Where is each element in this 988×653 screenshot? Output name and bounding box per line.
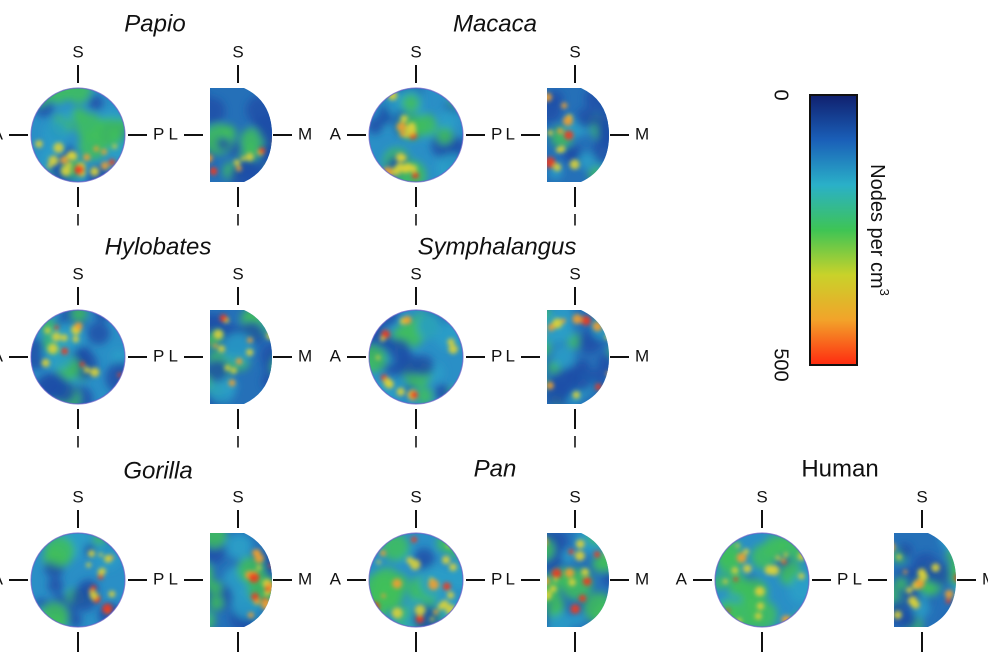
panel-title: Gorilla [123, 457, 192, 484]
axis-label-medial: M [635, 569, 649, 588]
axis-label-superior: S [756, 487, 767, 506]
axis-label-inferior: I [76, 210, 81, 229]
axis-label-lateral: L [169, 569, 178, 588]
orientation-axes [184, 510, 292, 652]
orientation-axes [347, 65, 485, 207]
axis-label-anterior: A [330, 346, 342, 365]
axis-label-posterior: P [837, 569, 848, 588]
axis-label-posterior: P [153, 346, 164, 365]
sagittal-heatmap [368, 87, 464, 183]
axis-label-medial: M [298, 124, 312, 143]
panel-symphalangus: Symphalangus S I A P S I L M [330, 233, 650, 451]
orientation-axes [521, 510, 629, 652]
panel-pan: PanSIAPSILM [330, 455, 649, 652]
sagittal-heatmap [368, 532, 464, 628]
axis-label-inferior: I [573, 432, 578, 451]
axis-label-lateral: L [853, 569, 862, 588]
orientation-axes [9, 510, 147, 652]
orientation-axes [693, 510, 831, 652]
orientation-axes [9, 65, 147, 207]
axis-label-posterior: P [153, 569, 164, 588]
colorbar: 0 500 Nodes per cm3 [770, 89, 892, 381]
coronal-heatmap [210, 310, 272, 404]
coronal-heatmap [547, 310, 609, 404]
axis-label-medial: M [635, 346, 649, 365]
colorbar-title-base: Nodes per cm [866, 164, 888, 289]
axis-label-superior: S [916, 487, 927, 506]
axis-label-inferior: I [573, 210, 578, 229]
panel-macaca: Macaca S I A P S I L M [330, 10, 650, 229]
panel-gorilla: GorillaSIAPSILM [0, 457, 312, 652]
orientation-axes [9, 287, 147, 429]
axis-label-inferior: I [236, 210, 241, 229]
axis-label-anterior: A [0, 124, 4, 143]
sagittal-heatmap [30, 87, 126, 183]
axis-label-superior: S [72, 487, 83, 506]
axis-label-superior: S [232, 264, 243, 283]
axis-label-medial: M [298, 346, 312, 365]
axis-label-inferior: I [236, 432, 241, 451]
orientation-axes [347, 510, 485, 652]
panel-title: Macaca [453, 10, 537, 37]
panel-human: HumanSIAPSILM [676, 455, 988, 652]
axis-label-superior: S [72, 264, 83, 283]
axis-label-superior: S [569, 487, 580, 506]
axis-label-posterior: P [491, 346, 502, 365]
panels-layer: PapioSIAPSILMMacacaSIAPSILMHylobatesSIAP… [0, 10, 988, 652]
axis-label-anterior: A [0, 346, 4, 365]
sagittal-heatmap [368, 309, 464, 405]
axis-label-superior: S [410, 487, 421, 506]
axis-label-lateral: L [506, 124, 515, 143]
colorbar-title: Nodes per cm3 [866, 164, 892, 296]
axis-label-lateral: L [169, 124, 178, 143]
axis-label-posterior: P [491, 124, 502, 143]
axis-label-medial: M [982, 569, 988, 588]
axis-label-anterior: A [676, 569, 688, 588]
panel-hylobates: Hylobates S I A P S I L M [0, 233, 312, 451]
axis-label-medial: M [298, 569, 312, 588]
axis-label-lateral: L [169, 346, 178, 365]
panel-title: Pan [474, 455, 517, 482]
axis-label-posterior: P [153, 124, 164, 143]
coronal-heatmap [210, 533, 272, 627]
orientation-axes [184, 65, 292, 207]
axis-label-superior: S [232, 487, 243, 506]
axis-label-superior: S [569, 42, 580, 61]
panel-papio: Papio S I A P S I L M [0, 10, 312, 229]
axis-label-superior: S [410, 264, 421, 283]
axis-label-anterior: A [330, 569, 342, 588]
axis-label-lateral: L [506, 346, 515, 365]
axis-label-lateral: L [506, 569, 515, 588]
panel-title: Hylobates [105, 233, 212, 260]
axis-label-superior: S [410, 42, 421, 61]
axis-label-superior: S [232, 42, 243, 61]
orientation-axes [868, 510, 976, 652]
colorbar-title-exponent: 3 [877, 289, 892, 296]
orientation-axes [184, 287, 292, 429]
colorbar-max-label: 500 [770, 348, 792, 381]
coronal-heatmap [210, 88, 272, 182]
axis-label-anterior: A [330, 124, 342, 143]
panel-title: Human [801, 455, 878, 482]
orientation-axes [347, 287, 485, 429]
panel-title: Symphalangus [418, 233, 577, 260]
panel-title: Papio [124, 10, 185, 37]
orientation-axes [521, 287, 629, 429]
axis-label-posterior: P [491, 569, 502, 588]
axis-label-inferior: I [414, 210, 419, 229]
sagittal-heatmap [714, 532, 810, 628]
colorbar-min-label: 0 [770, 89, 792, 100]
colorbar-gradient [809, 94, 858, 366]
axis-label-inferior: I [414, 432, 419, 451]
sagittal-heatmap [30, 309, 126, 405]
axis-label-inferior: I [76, 432, 81, 451]
axis-label-superior: S [569, 264, 580, 283]
axis-label-medial: M [635, 124, 649, 143]
sagittal-heatmap [30, 532, 126, 628]
coronal-heatmap [894, 533, 956, 627]
axis-label-superior: S [72, 42, 83, 61]
axis-label-anterior: A [0, 569, 4, 588]
orientation-axes [521, 65, 629, 207]
